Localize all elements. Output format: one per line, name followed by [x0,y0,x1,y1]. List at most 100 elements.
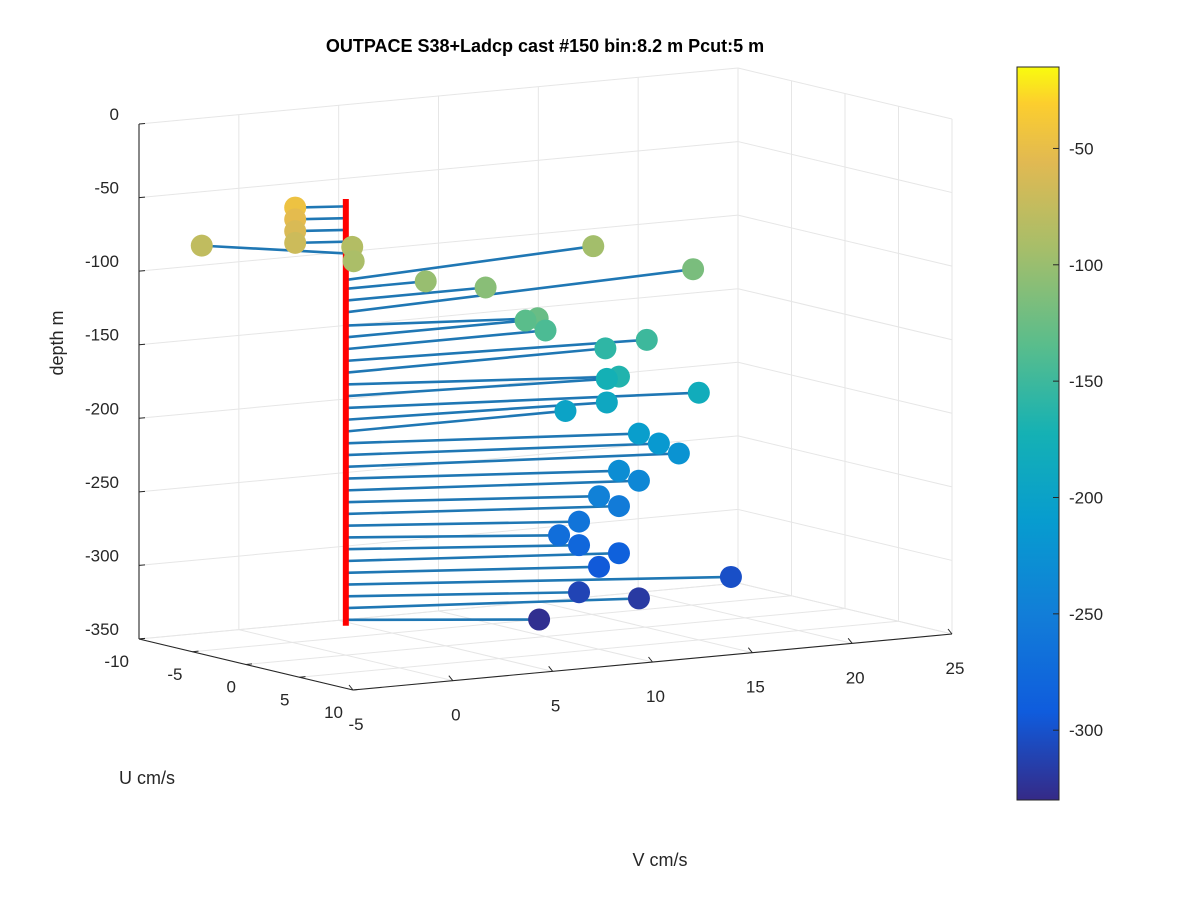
velocity-stick [345,469,620,480]
data-point [554,399,577,422]
grid-line [737,141,953,194]
y-tick-mark [192,650,199,653]
z-tick-mark [138,270,146,272]
velocity-stick [345,432,639,445]
data-point [568,534,591,557]
data-point [528,608,551,631]
data-point [595,391,618,414]
z-tick-mark [138,564,146,566]
data-point [627,422,650,445]
z-tick-label: -300 [85,546,119,565]
x-tick-label: 20 [846,668,865,687]
velocity-stick [345,377,607,398]
data-point [635,328,658,351]
velocity-stick [345,479,639,492]
chart-title: OUTPACE S38+Ladcp cast #150 bin:8.2 m Pc… [326,36,764,56]
grid-line [737,214,953,267]
y-axis-label: U cm/s [119,768,175,788]
x-tick-label: 5 [551,696,560,715]
x-tick-mark [648,656,653,663]
data-point [568,581,591,604]
x-tick-label: 10 [646,687,665,706]
velocity-stick [345,590,580,598]
velocity-stick [345,347,606,374]
x-tick-label: 25 [946,659,965,678]
data-point [588,555,610,578]
z-tick-mark [138,196,146,199]
velocity-stick [345,442,659,457]
velocity-stick [345,543,580,551]
colorbar-tick-label: -200 [1069,488,1103,507]
data-point [607,495,630,518]
z-tick-label: -100 [85,252,119,271]
colorbar-gradient [1016,66,1060,801]
data-point [647,432,670,455]
velocity-stick [345,409,566,433]
x-tick-mark [947,628,953,635]
data-point [342,250,365,273]
data-point [474,276,497,299]
velocity-stick [345,504,620,516]
data-point [687,381,710,404]
y-tick-label: -10 [104,652,129,671]
velocity-stick [345,280,426,291]
x-tick-mark [348,684,354,691]
velocity-stick [345,267,694,314]
colorbar: -50 -100 -150 -200 -250 -300 [1016,66,1103,801]
grid-line [138,214,739,272]
x-tick-mark [747,647,753,653]
z-tick-mark [138,490,146,493]
x-axis-label: V cm/s [632,850,687,870]
velocity-stick [345,597,639,610]
velocity-stick [345,316,538,327]
y-tick-mark [299,676,306,678]
y-tick-label: 10 [324,703,343,722]
velocity-stick [345,452,679,469]
grid-line [737,435,953,488]
data-point [284,231,307,254]
data-point [582,235,605,258]
data-point [667,442,690,465]
z-tick-label: -350 [85,620,119,639]
data-point [588,485,610,508]
data-point [548,524,571,547]
z-tick-mark [138,123,146,125]
data-point [414,270,437,293]
velocity-stick [345,244,594,282]
y-tick-mark [245,663,253,665]
z-tick-label: -150 [85,326,119,345]
colorbar-tick-label: -150 [1069,372,1103,391]
velocity-stick [345,329,546,351]
y-tick-label: -5 [167,665,182,684]
data-point [719,565,742,588]
grid-line [138,67,739,125]
velocity-stick [201,244,346,255]
grid-line [245,608,846,665]
x-tick-mark [548,666,554,672]
velocity-stick [345,533,560,539]
data-point [627,469,650,492]
data-point [682,258,705,281]
colorbar-tick-label: -300 [1069,721,1103,740]
data-point [595,367,618,390]
data-point [607,459,630,482]
colorbar-tick-label: -250 [1069,605,1103,624]
velocity-stick [345,319,526,339]
z-tick-mark [138,417,146,419]
y-tick-label: 5 [280,690,289,709]
data-point [534,319,557,342]
x-tick-mark [448,675,454,681]
velocity-stick [345,565,600,575]
data-point [607,542,630,565]
grid-line [192,595,792,653]
z-tick-label: 0 [110,105,119,124]
colorbar-tick-label: -50 [1069,139,1094,158]
velocity-stick [345,494,600,504]
y-tick-mark [138,637,146,640]
data-layer [190,196,742,631]
z-tick-label: -250 [85,473,119,492]
x-tick-label: -5 [348,715,363,734]
colorbar-tick-label: -100 [1069,256,1103,275]
y-tick-mark [352,688,360,691]
